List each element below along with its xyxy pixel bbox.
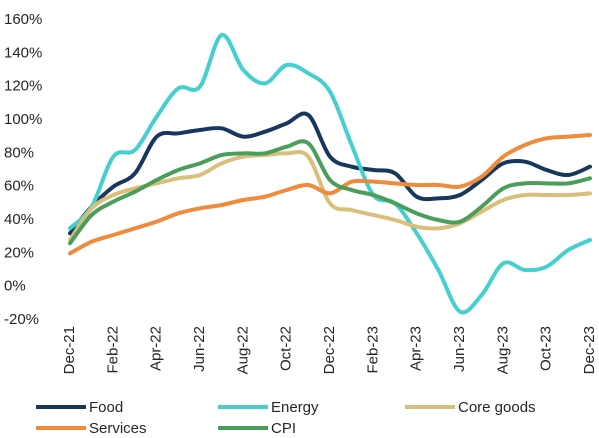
x-tick-label: Dec-21 <box>61 326 78 374</box>
y-tick-label: 20% <box>4 244 34 261</box>
x-tick-label: Jun-23 <box>451 326 468 372</box>
legend-label: Food <box>89 399 123 416</box>
y-tick-label: -20% <box>4 311 39 328</box>
series-line <box>68 111 592 236</box>
x-tick-label: Aug-23 <box>494 326 511 374</box>
x-tick-label: Aug-22 <box>234 326 251 374</box>
y-tick-label: 100% <box>4 111 42 128</box>
series-line <box>68 133 592 256</box>
x-tick-label: Dec-22 <box>321 326 338 374</box>
x-tick-label: Feb-22 <box>104 326 121 374</box>
y-tick-label: 140% <box>4 44 42 61</box>
x-tick-label: Apr-23 <box>408 326 425 371</box>
x-tick-label: Jun-22 <box>191 326 208 372</box>
x-tick-label: Apr-22 <box>148 326 165 371</box>
y-tick-label: 120% <box>4 78 42 95</box>
x-tick-label: Dec-23 <box>581 326 598 374</box>
legend-label: Services <box>89 420 147 437</box>
legend-label: CPI <box>271 420 296 437</box>
y-tick-label: 40% <box>4 211 34 228</box>
series-line <box>68 33 592 315</box>
x-tick-label: Feb-23 <box>364 326 381 374</box>
y-tick-label: 160% <box>4 11 42 28</box>
series-line <box>68 139 592 246</box>
y-tick-label: 80% <box>4 144 34 161</box>
legend-label: Energy <box>271 399 319 416</box>
x-tick-label: Oct-23 <box>538 326 555 371</box>
legend-label: Core goods <box>458 399 536 416</box>
series-line <box>68 149 592 242</box>
x-tick-label: Oct-22 <box>278 326 295 371</box>
y-tick-label: 0% <box>4 278 26 295</box>
y-tick-label: 60% <box>4 178 34 195</box>
